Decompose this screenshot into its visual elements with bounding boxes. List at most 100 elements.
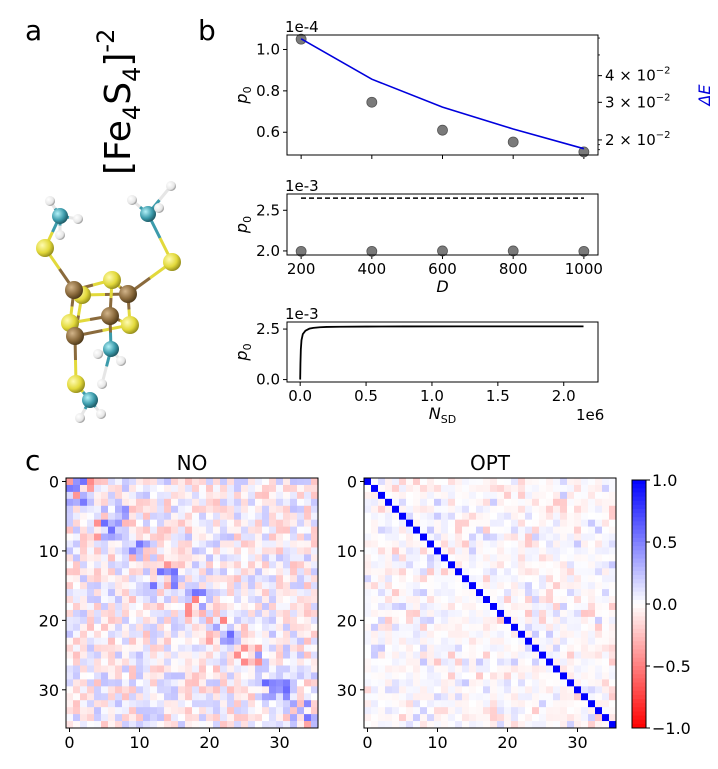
heat-cell xyxy=(455,714,463,722)
atom-fe xyxy=(119,285,137,303)
heat-cell xyxy=(122,589,130,597)
heat-cell xyxy=(546,547,554,555)
heat-cell xyxy=(420,721,428,729)
heat-cell xyxy=(574,721,582,729)
heat-cell xyxy=(234,658,242,666)
heat-cell xyxy=(602,589,610,597)
heat-cell xyxy=(595,484,603,493)
heat-cell xyxy=(420,616,428,625)
heat-cell xyxy=(304,575,312,583)
heat-cell xyxy=(504,623,512,632)
atom-s xyxy=(36,239,54,257)
heat-cell xyxy=(185,630,193,639)
heat-cell xyxy=(178,568,186,576)
heat-cell xyxy=(164,561,172,569)
heat-cell xyxy=(406,665,414,673)
heat-cell xyxy=(234,533,242,541)
heat-cell xyxy=(420,623,428,632)
heat-cell xyxy=(504,561,512,569)
heat-cell xyxy=(504,478,512,486)
heat-cell xyxy=(80,491,88,500)
heat-cell xyxy=(518,616,526,625)
heat-cell xyxy=(455,561,463,569)
heat-cell xyxy=(234,498,242,507)
heat-cell xyxy=(129,700,137,708)
heat-cell xyxy=(427,561,435,569)
y-axis-label-sub: 0 xyxy=(241,216,254,223)
heat-cell xyxy=(178,616,186,625)
heat-cell xyxy=(206,658,214,666)
heat-cell xyxy=(532,554,540,562)
heat-cell xyxy=(290,686,298,694)
heat-cell xyxy=(87,609,95,618)
heat-cell xyxy=(553,582,561,590)
heat-cell xyxy=(283,616,291,625)
y2-tick-label: 4 × 10−2 xyxy=(605,66,671,85)
heat-cell xyxy=(441,568,449,576)
heat-cell xyxy=(276,700,284,708)
heat-cell xyxy=(399,547,407,555)
heat-cell xyxy=(157,672,165,680)
heat-cell xyxy=(311,693,319,701)
heat-cell xyxy=(73,540,81,548)
heat-cell xyxy=(185,623,193,632)
heat-cell xyxy=(136,714,144,722)
heat-cell xyxy=(392,505,400,514)
heat-cell xyxy=(595,603,603,611)
heat-cell xyxy=(476,658,484,666)
heat-cell xyxy=(304,484,312,493)
heat-cell xyxy=(378,540,386,548)
heat-cell xyxy=(476,700,484,708)
heat-cell xyxy=(101,533,109,541)
heat-cell xyxy=(364,582,372,590)
heat-cell xyxy=(420,540,428,548)
heat-cell xyxy=(462,644,470,652)
heat-cell xyxy=(609,665,617,673)
y-axis-label: p0 xyxy=(232,216,254,234)
heat-cell xyxy=(518,623,526,632)
atom-c xyxy=(52,208,68,224)
heat-cell xyxy=(483,616,491,625)
heat-cell xyxy=(66,478,74,486)
heat-cell xyxy=(364,526,372,534)
heat-cell xyxy=(371,491,379,500)
heat-cell xyxy=(399,714,407,722)
heat-cell xyxy=(199,478,207,486)
heat-cell xyxy=(178,686,186,694)
heat-cell xyxy=(73,707,81,715)
heat-cell xyxy=(427,596,435,604)
heat-cell xyxy=(371,498,379,507)
heat-cell xyxy=(94,589,102,597)
heat-cell xyxy=(136,686,144,694)
heat-cell xyxy=(532,596,540,604)
heat-cell xyxy=(227,679,235,687)
heat-cell xyxy=(434,721,442,729)
heat-cell xyxy=(476,596,484,604)
heat-cell xyxy=(406,686,414,694)
heat-cell xyxy=(609,609,617,618)
heat-cell xyxy=(427,693,435,701)
heat-cell xyxy=(150,721,158,729)
heat-cell xyxy=(553,616,561,625)
heat-cell xyxy=(297,575,305,583)
heat-cell xyxy=(304,672,312,680)
heat-cell xyxy=(448,596,456,604)
heat-cell xyxy=(297,609,305,618)
heat-cell xyxy=(476,540,484,548)
heat-cell xyxy=(532,603,540,611)
heat-cell xyxy=(609,526,617,534)
heat-cell xyxy=(476,554,484,562)
heat-cell xyxy=(199,672,207,680)
heat-cell xyxy=(269,526,277,534)
heat-cell xyxy=(94,679,102,687)
heat-cell xyxy=(178,707,186,715)
heat-cell xyxy=(532,672,540,680)
heat-cell xyxy=(73,672,81,680)
heat-cell xyxy=(483,672,491,680)
heat-cell xyxy=(87,616,95,625)
heat-cell xyxy=(518,596,526,604)
heat-cell xyxy=(448,561,456,569)
heat-cell xyxy=(595,596,603,604)
heat-cell xyxy=(595,540,603,548)
heat-cell xyxy=(80,505,88,514)
